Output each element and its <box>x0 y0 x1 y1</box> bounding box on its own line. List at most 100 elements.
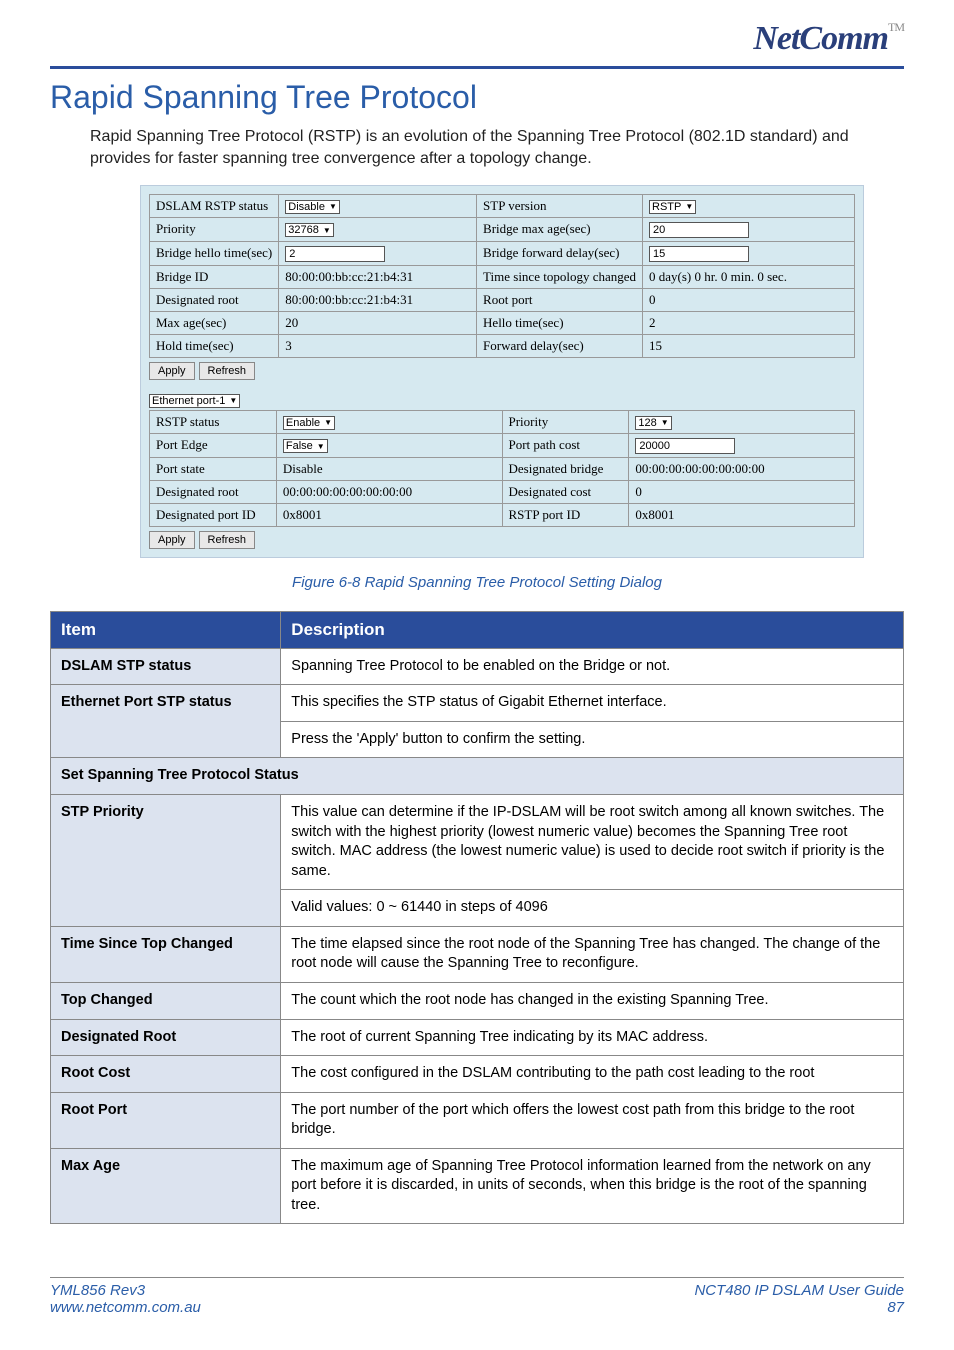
refresh-button[interactable]: Refresh <box>199 531 256 549</box>
config-cell: 3 <box>279 334 477 357</box>
config-label: Bridge max age(sec) <box>477 217 643 241</box>
config-row: Designated root80:00:00:bb:cc:21:b4:31Ro… <box>150 288 855 311</box>
description-table: Item Description DSLAM STP statusSpannin… <box>50 611 904 1225</box>
config-value: 0 <box>649 292 656 307</box>
config-cell: 0x8001 <box>276 503 502 526</box>
config-label: RSTP status <box>150 410 277 433</box>
config-row: Port stateDisableDesignated bridge00:00:… <box>150 457 855 480</box>
col-header-desc: Description <box>281 611 904 648</box>
config-cell: 32768 ▼ <box>279 217 477 241</box>
config-cell: 20 <box>643 217 855 241</box>
apply-button[interactable]: Apply <box>149 531 195 549</box>
config-value: 0x8001 <box>283 507 322 522</box>
config-label: Bridge hello time(sec) <box>150 241 279 265</box>
config-select[interactable]: 32768 ▼ <box>285 223 334 237</box>
config-cell: 00:00:00:00:00:00:00:00 <box>629 457 855 480</box>
item-cell: Root Port <box>51 1092 281 1148</box>
config-value: 20 <box>285 315 298 330</box>
config-label: Port Edge <box>150 433 277 457</box>
table-row: Root PortThe port number of the port whi… <box>51 1092 904 1148</box>
config-value: 80:00:00:bb:cc:21:b4:31 <box>285 269 413 284</box>
config-table-bottom: RSTP status Enable ▼ Priority 128 ▼ Port Edg… <box>149 410 855 527</box>
config-value: 2 <box>649 315 656 330</box>
footer-page: 87 <box>694 1299 904 1316</box>
config-cell: 00:00:00:00:00:00:00:00 <box>276 480 502 503</box>
config-select[interactable]: False ▼ <box>283 439 328 453</box>
config-value: 15 <box>649 338 662 353</box>
config-value: 3 <box>285 338 292 353</box>
config-select[interactable]: 128 ▼ <box>635 416 671 430</box>
button-row-bottom: Apply Refresh <box>149 531 855 549</box>
logo-row: NetCommTM <box>50 20 904 58</box>
config-value: 00:00:00:00:00:00:00:00 <box>283 484 412 499</box>
config-label: Designated root <box>150 480 277 503</box>
table-row: Max AgeThe maximum age of Spanning Tree … <box>51 1148 904 1224</box>
config-label: Max age(sec) <box>150 311 279 334</box>
logo-text: NetComm <box>753 20 888 57</box>
item-cell: Time Since Top Changed <box>51 926 281 982</box>
desc-cell: The count which the root node has change… <box>281 982 904 1019</box>
header-rule <box>50 66 904 69</box>
config-select[interactable]: Disable ▼ <box>285 200 340 214</box>
config-cell: 15 <box>643 241 855 265</box>
item-cell: DSLAM STP status <box>51 648 281 685</box>
config-cell: 20000 <box>629 433 855 457</box>
config-cell: 0 <box>643 288 855 311</box>
config-cell: Disable <box>276 457 502 480</box>
config-row: Designated root00:00:00:00:00:00:00:00De… <box>150 480 855 503</box>
desc-text: This value can determine if the IP-DSLAM… <box>281 795 903 889</box>
page-title: Rapid Spanning Tree Protocol <box>50 79 904 116</box>
config-select[interactable]: Enable ▼ <box>283 416 335 430</box>
footer-rev: YML856 Rev3 <box>50 1282 201 1299</box>
desc-text: This specifies the STP status of Gigabit… <box>281 685 903 721</box>
refresh-button[interactable]: Refresh <box>199 362 256 380</box>
config-row: DSLAM RSTP statusDisable ▼STP versionRST… <box>150 194 855 217</box>
port-select[interactable]: Ethernet port-1▼ <box>149 394 240 408</box>
chevron-down-icon: ▼ <box>323 226 331 235</box>
item-cell: Ethernet Port STP status <box>51 685 281 758</box>
config-input[interactable]: 20000 <box>635 438 735 454</box>
section-header: Set Spanning Tree Protocol Status <box>51 758 904 795</box>
table-row: Root CostThe cost configured in the DSLA… <box>51 1056 904 1093</box>
config-label: RSTP port ID <box>502 503 629 526</box>
item-cell: Root Cost <box>51 1056 281 1093</box>
apply-button[interactable]: Apply <box>149 362 195 380</box>
config-input[interactable]: 15 <box>649 246 749 262</box>
config-input[interactable]: 20 <box>649 222 749 238</box>
config-row: Port EdgeFalse ▼Port path cost20000 <box>150 433 855 457</box>
config-value: 0x8001 <box>635 507 674 522</box>
item-cell: Top Changed <box>51 982 281 1019</box>
table-row: Top ChangedThe count which the root node… <box>51 982 904 1019</box>
desc-cell: The cost configured in the DSLAM contrib… <box>281 1056 904 1093</box>
config-cell: 128 ▼ <box>629 410 855 433</box>
desc-cell: This value can determine if the IP-DSLAM… <box>281 795 904 927</box>
desc-cell: The root of current Spanning Tree indica… <box>281 1019 904 1056</box>
config-cell: 2 <box>643 311 855 334</box>
config-cell: 15 <box>643 334 855 357</box>
config-row: Bridge ID80:00:00:bb:cc:21:b4:31Time sin… <box>150 265 855 288</box>
config-select[interactable]: RSTP ▼ <box>649 200 696 214</box>
config-value: 0 day(s) 0 hr. 0 min. 0 sec. <box>649 269 787 284</box>
table-row: Set Spanning Tree Protocol Status <box>51 758 904 795</box>
config-cell: Enable ▼ <box>276 410 502 433</box>
config-table-top: DSLAM RSTP statusDisable ▼STP versionRST… <box>149 194 855 358</box>
config-cell: 2 <box>279 241 477 265</box>
page-footer: YML856 Rev3 www.netcomm.com.au NCT480 IP… <box>50 1277 904 1316</box>
config-label: DSLAM RSTP status <box>150 194 279 217</box>
config-cell: RSTP ▼ <box>643 194 855 217</box>
chevron-down-icon: ▼ <box>661 418 669 427</box>
table-row: Time Since Top ChangedThe time elapsed s… <box>51 926 904 982</box>
config-row: Designated port ID0x8001RSTP port ID0x80… <box>150 503 855 526</box>
item-cell: STP Priority <box>51 795 281 927</box>
config-input[interactable]: 2 <box>285 246 385 262</box>
config-label: Priority <box>502 410 629 433</box>
desc-cell: This specifies the STP status of Gigabit… <box>281 685 904 758</box>
intro-paragraph: Rapid Spanning Tree Protocol (RSTP) is a… <box>90 126 904 171</box>
chevron-down-icon: ▼ <box>329 202 337 211</box>
rstp-dialog: DSLAM RSTP statusDisable ▼STP versionRST… <box>140 185 864 558</box>
config-cell: 80:00:00:bb:cc:21:b4:31 <box>279 288 477 311</box>
item-cell: Designated Root <box>51 1019 281 1056</box>
chevron-down-icon: ▼ <box>685 202 693 211</box>
config-row: Bridge hello time(sec)2Bridge forward de… <box>150 241 855 265</box>
config-cell: False ▼ <box>276 433 502 457</box>
